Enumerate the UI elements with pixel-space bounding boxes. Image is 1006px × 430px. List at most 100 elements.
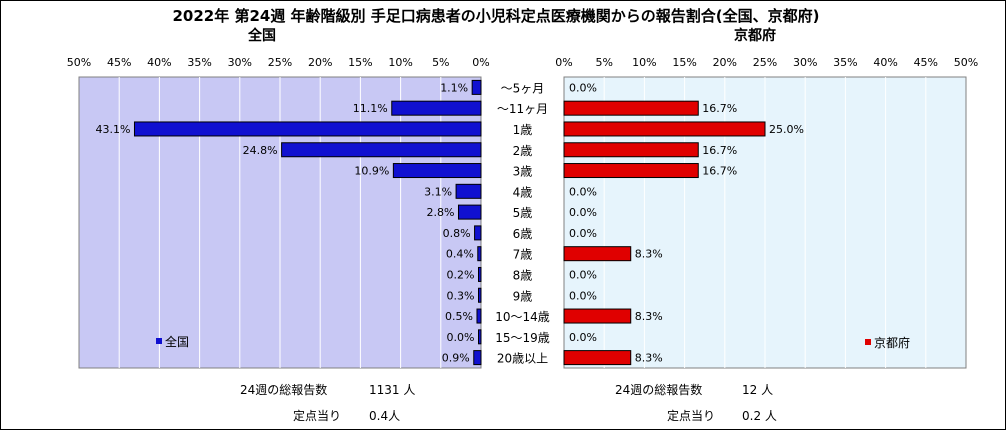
age-category-label: 20歳以上 — [497, 352, 548, 366]
left-bar — [478, 287, 482, 303]
left-subtitle: 全国 — [247, 27, 276, 44]
left-bar-label: 11.1% — [353, 102, 388, 115]
right-total-label: 24週の総報告数 — [615, 382, 702, 397]
right-bar-label: 0.0% — [569, 185, 597, 198]
right-per-value: 0.2 人 — [742, 409, 777, 423]
left-tick-label: 25% — [268, 56, 292, 69]
left-bar — [392, 163, 482, 179]
left-per-value: 0.4人 — [369, 409, 400, 423]
left-bar-label: 0.8% — [443, 227, 471, 240]
right-bar — [563, 350, 632, 366]
age-category-label: 15～19歳 — [495, 331, 550, 345]
legend-label-kyoto: 京都府 — [874, 335, 910, 350]
left-per-label: 定点当り — [293, 408, 341, 423]
left-total-value: 1131 人 — [369, 383, 415, 397]
left-tick-label: 50% — [67, 56, 91, 69]
right-bar-label: 25.0% — [769, 123, 804, 136]
age-category-label: ～5ヶ月 — [501, 81, 545, 95]
age-category-label: 2歳 — [513, 144, 533, 158]
left-tick-label: 0% — [472, 56, 489, 69]
left-bar — [478, 329, 482, 345]
right-tick-label: 10% — [632, 56, 656, 69]
left-bar — [133, 121, 482, 137]
left-tick-label: 20% — [308, 56, 332, 69]
left-bar — [391, 100, 482, 116]
right-bar-label: 16.7% — [702, 165, 737, 178]
right-tick-label: 50% — [954, 56, 978, 69]
right-bar-label: 16.7% — [702, 102, 737, 115]
right-bars: 0.0% 16.7% 25.0% 16.7% 16.7% 0.0% 0.0% 0.0% 8.3%… — [563, 81, 804, 366]
left-bar-label: 2.8% — [427, 206, 455, 219]
chart-title: 2022年 第24週 年齢階級別 手足口病患者の小児科定点医療機関からの報告割合… — [172, 7, 819, 25]
legend-key-zenkoku — [156, 338, 162, 344]
left-bar-label: 0.4% — [446, 248, 474, 261]
left-bar-label: 0.3% — [447, 289, 475, 302]
age-category-label: 4歳 — [513, 185, 533, 199]
legend-label-zenkoku: 全国 — [165, 334, 189, 349]
left-tick-label: 5% — [432, 56, 449, 69]
left-bar-label: 0.9% — [442, 352, 470, 365]
left-total-label: 24週の総報告数 — [240, 382, 327, 397]
left-bar-label: 0.5% — [445, 310, 473, 323]
right-bar — [563, 246, 632, 262]
left-tick-label: 10% — [388, 56, 412, 69]
age-category-label: 7歳 — [513, 248, 533, 262]
right-tick-label: 45% — [914, 56, 938, 69]
left-bar — [474, 225, 482, 241]
right-tick-label: 0% — [555, 56, 572, 69]
left-bar — [473, 350, 482, 366]
right-bar — [563, 121, 766, 137]
left-tick-label: 35% — [187, 56, 211, 69]
left-bar-label: 10.9% — [354, 165, 389, 178]
left-bar-label: 43.1% — [96, 123, 131, 136]
age-category-labels: ～5ヶ月 ～11ヶ月 1歳 2歳 3歳 4歳 5歳 6歳 7歳 8歳 9歳 10～14歳 15～19歳 2… — [495, 81, 550, 365]
left-tick-label: 30% — [228, 56, 252, 69]
age-category-label: 6歳 — [513, 227, 533, 241]
right-bar-label: 0.0% — [569, 331, 597, 344]
right-bar-label: 0.0% — [569, 81, 597, 94]
right-bar-label: 8.3% — [635, 352, 663, 365]
age-category-label: 8歳 — [513, 268, 533, 282]
right-x-axis: 0% 5% 10% 15% 20% 25% 30% 35% 40% 45% 50% — [555, 56, 978, 69]
left-bar-label: 1.1% — [440, 81, 468, 94]
legend-key-kyoto — [865, 339, 871, 345]
age-category-label: 1歳 — [513, 123, 533, 137]
left-bar-label: 0.0% — [447, 331, 475, 344]
right-bar-label: 0.0% — [569, 227, 597, 240]
left-bar — [281, 142, 482, 158]
left-bar — [477, 246, 482, 262]
right-subtitle: 京都府 — [734, 27, 776, 44]
right-total-value: 12 人 — [742, 383, 773, 397]
right-per-label: 定点当り — [667, 408, 715, 423]
right-tick-label: 5% — [595, 56, 612, 69]
age-category-label: 10～14歳 — [495, 310, 550, 324]
left-tick-label: 40% — [147, 56, 171, 69]
left-bar — [476, 308, 482, 324]
right-bar — [563, 163, 699, 179]
right-bar — [563, 308, 632, 324]
left-bar-label: 24.8% — [243, 144, 278, 157]
right-bar — [563, 142, 699, 158]
right-tick-label: 40% — [873, 56, 897, 69]
age-category-label: 5歳 — [513, 206, 533, 220]
right-bar — [563, 100, 699, 116]
age-category-label: 9歳 — [513, 289, 533, 303]
right-bar-label: 0.0% — [569, 206, 597, 219]
left-tick-label: 15% — [348, 56, 372, 69]
right-tick-label: 15% — [672, 56, 696, 69]
left-bar — [471, 79, 482, 95]
left-bars: 1.1% 11.1% 43.1% 24.8% 10.9% 3.1% 2.8% 0.8% 0.4%… — [96, 79, 482, 366]
right-tick-label: 30% — [793, 56, 817, 69]
right-bar-label: 0.0% — [569, 268, 597, 281]
right-bar-label: 8.3% — [635, 248, 663, 261]
right-bar-label: 0.0% — [569, 289, 597, 302]
right-bar-label: 8.3% — [635, 310, 663, 323]
left-bar — [457, 204, 482, 220]
left-x-axis: 50% 45% 40% 35% 30% 25% 20% 15% 10% 5% 0% — [67, 56, 490, 69]
left-tick-label: 45% — [107, 56, 131, 69]
left-bar — [455, 183, 482, 199]
right-tick-label: 20% — [713, 56, 737, 69]
left-bar-label: 0.2% — [447, 268, 475, 281]
age-category-label: ～11ヶ月 — [497, 102, 548, 116]
